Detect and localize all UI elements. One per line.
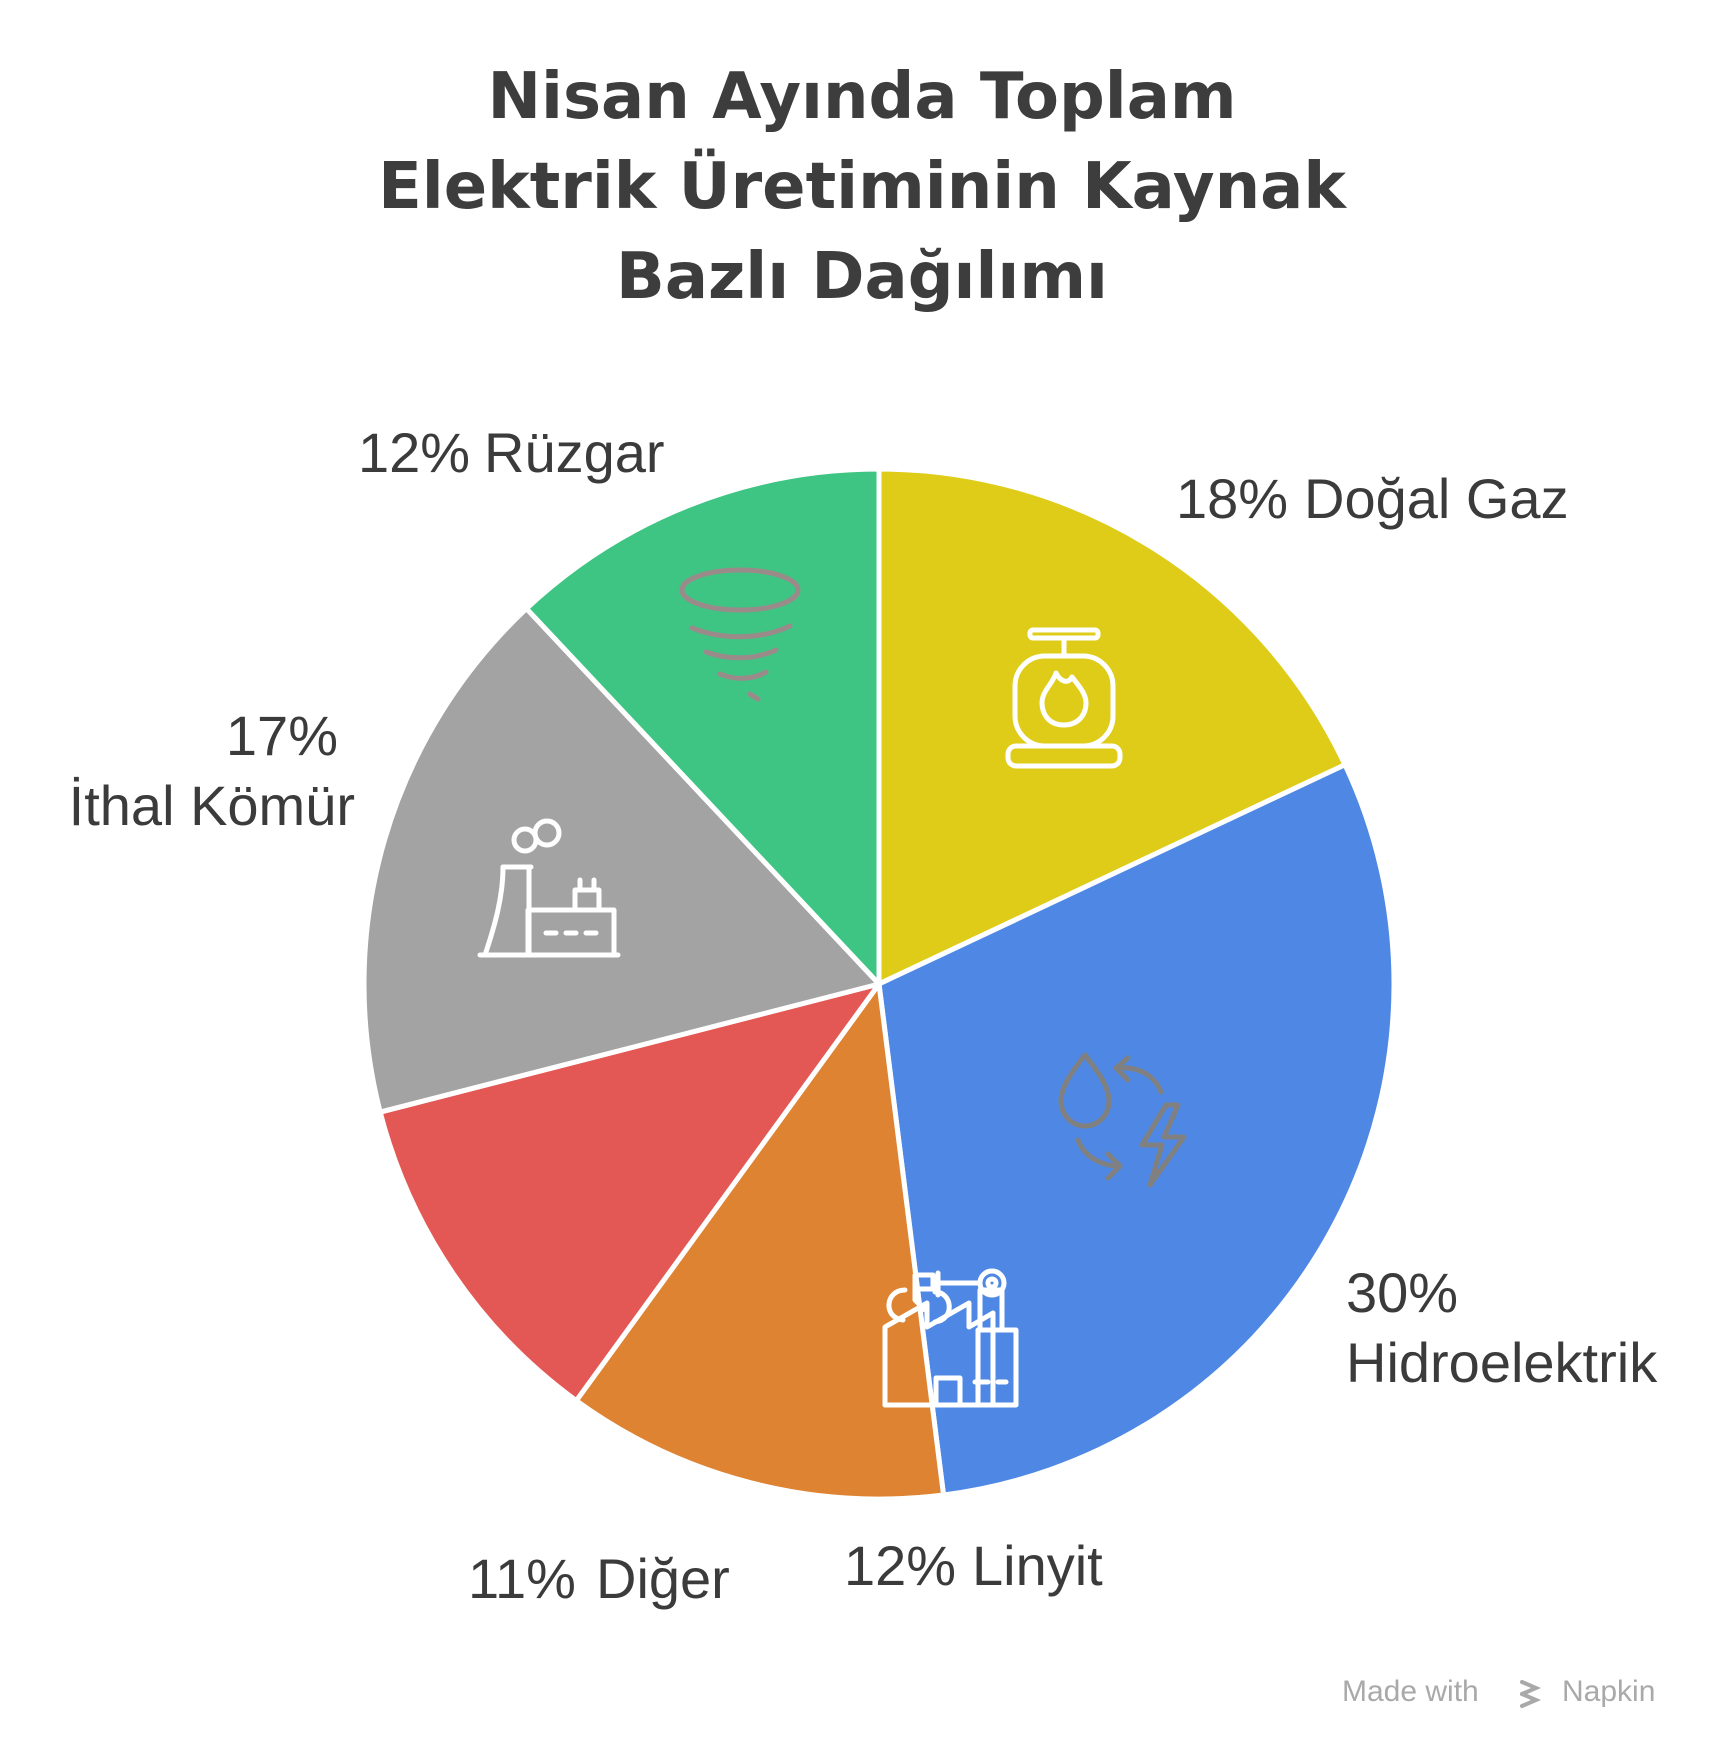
hydro-cycle-icon [1058, 1052, 1187, 1188]
pie-slice-3 [377, 981, 882, 1404]
slice-label-text: 18% [1176, 467, 1288, 530]
slice-label-diger: 11% Diğer [468, 1547, 730, 1610]
slice-label-text: Linyit [972, 1534, 1103, 1597]
pie-slice-1 [876, 762, 1397, 1498]
napkin-watermark: Made with Napkin [1342, 1675, 1655, 1708]
slice-label-text: 17% [226, 704, 338, 767]
slice-label-hidroelektrik: 30% Hidroelektrik [1346, 1261, 1658, 1394]
slice-label-dogal-gaz: 18% Doğal Gaz [1176, 467, 1569, 530]
gas-cylinder-icon [1005, 627, 1123, 769]
slice-label-ruzgar: 12% Rüzgar [358, 421, 665, 484]
slice-label-text: İthal Kömür [69, 774, 355, 837]
napkin-logo-icon [1520, 1680, 1542, 1708]
slice-label-text: 12% [358, 421, 470, 484]
chart-title: Nisan Ayında Toplam Elektrik Üretiminin … [378, 60, 1347, 314]
slice-label-text: 30% [1346, 1261, 1458, 1324]
slice-label-text: 11% [468, 1547, 576, 1610]
slice-label-ithal-komur: 17% İthal Kömür [69, 704, 355, 837]
slice-label-text: Hidroelektrik [1346, 1331, 1658, 1394]
slice-label-text: Rüzgar [484, 421, 665, 484]
slice-label-text: Diğer [596, 1547, 730, 1610]
power-plant-icon [477, 818, 621, 958]
pie-slice-2 [573, 981, 947, 1502]
title-line-2: Elektrik Üretiminin Kaynak [378, 148, 1347, 224]
slice-label-text: Doğal Gaz [1304, 467, 1569, 530]
tornado-icon [679, 567, 801, 702]
watermark-text: Made with [1342, 1675, 1479, 1708]
watermark-text: Napkin [1562, 1675, 1655, 1708]
factory-robot-arm-icon [882, 1268, 1019, 1408]
title-line-1: Nisan Ayında Toplam [487, 60, 1236, 134]
pie-slices [361, 466, 1397, 1502]
title-line-3: Bazlı Dağılımı [616, 240, 1108, 314]
pie-slice-4 [361, 606, 882, 1115]
slice-label-text: 12% [844, 1534, 956, 1597]
slice-label-linyit: 12% Linyit [844, 1534, 1103, 1597]
